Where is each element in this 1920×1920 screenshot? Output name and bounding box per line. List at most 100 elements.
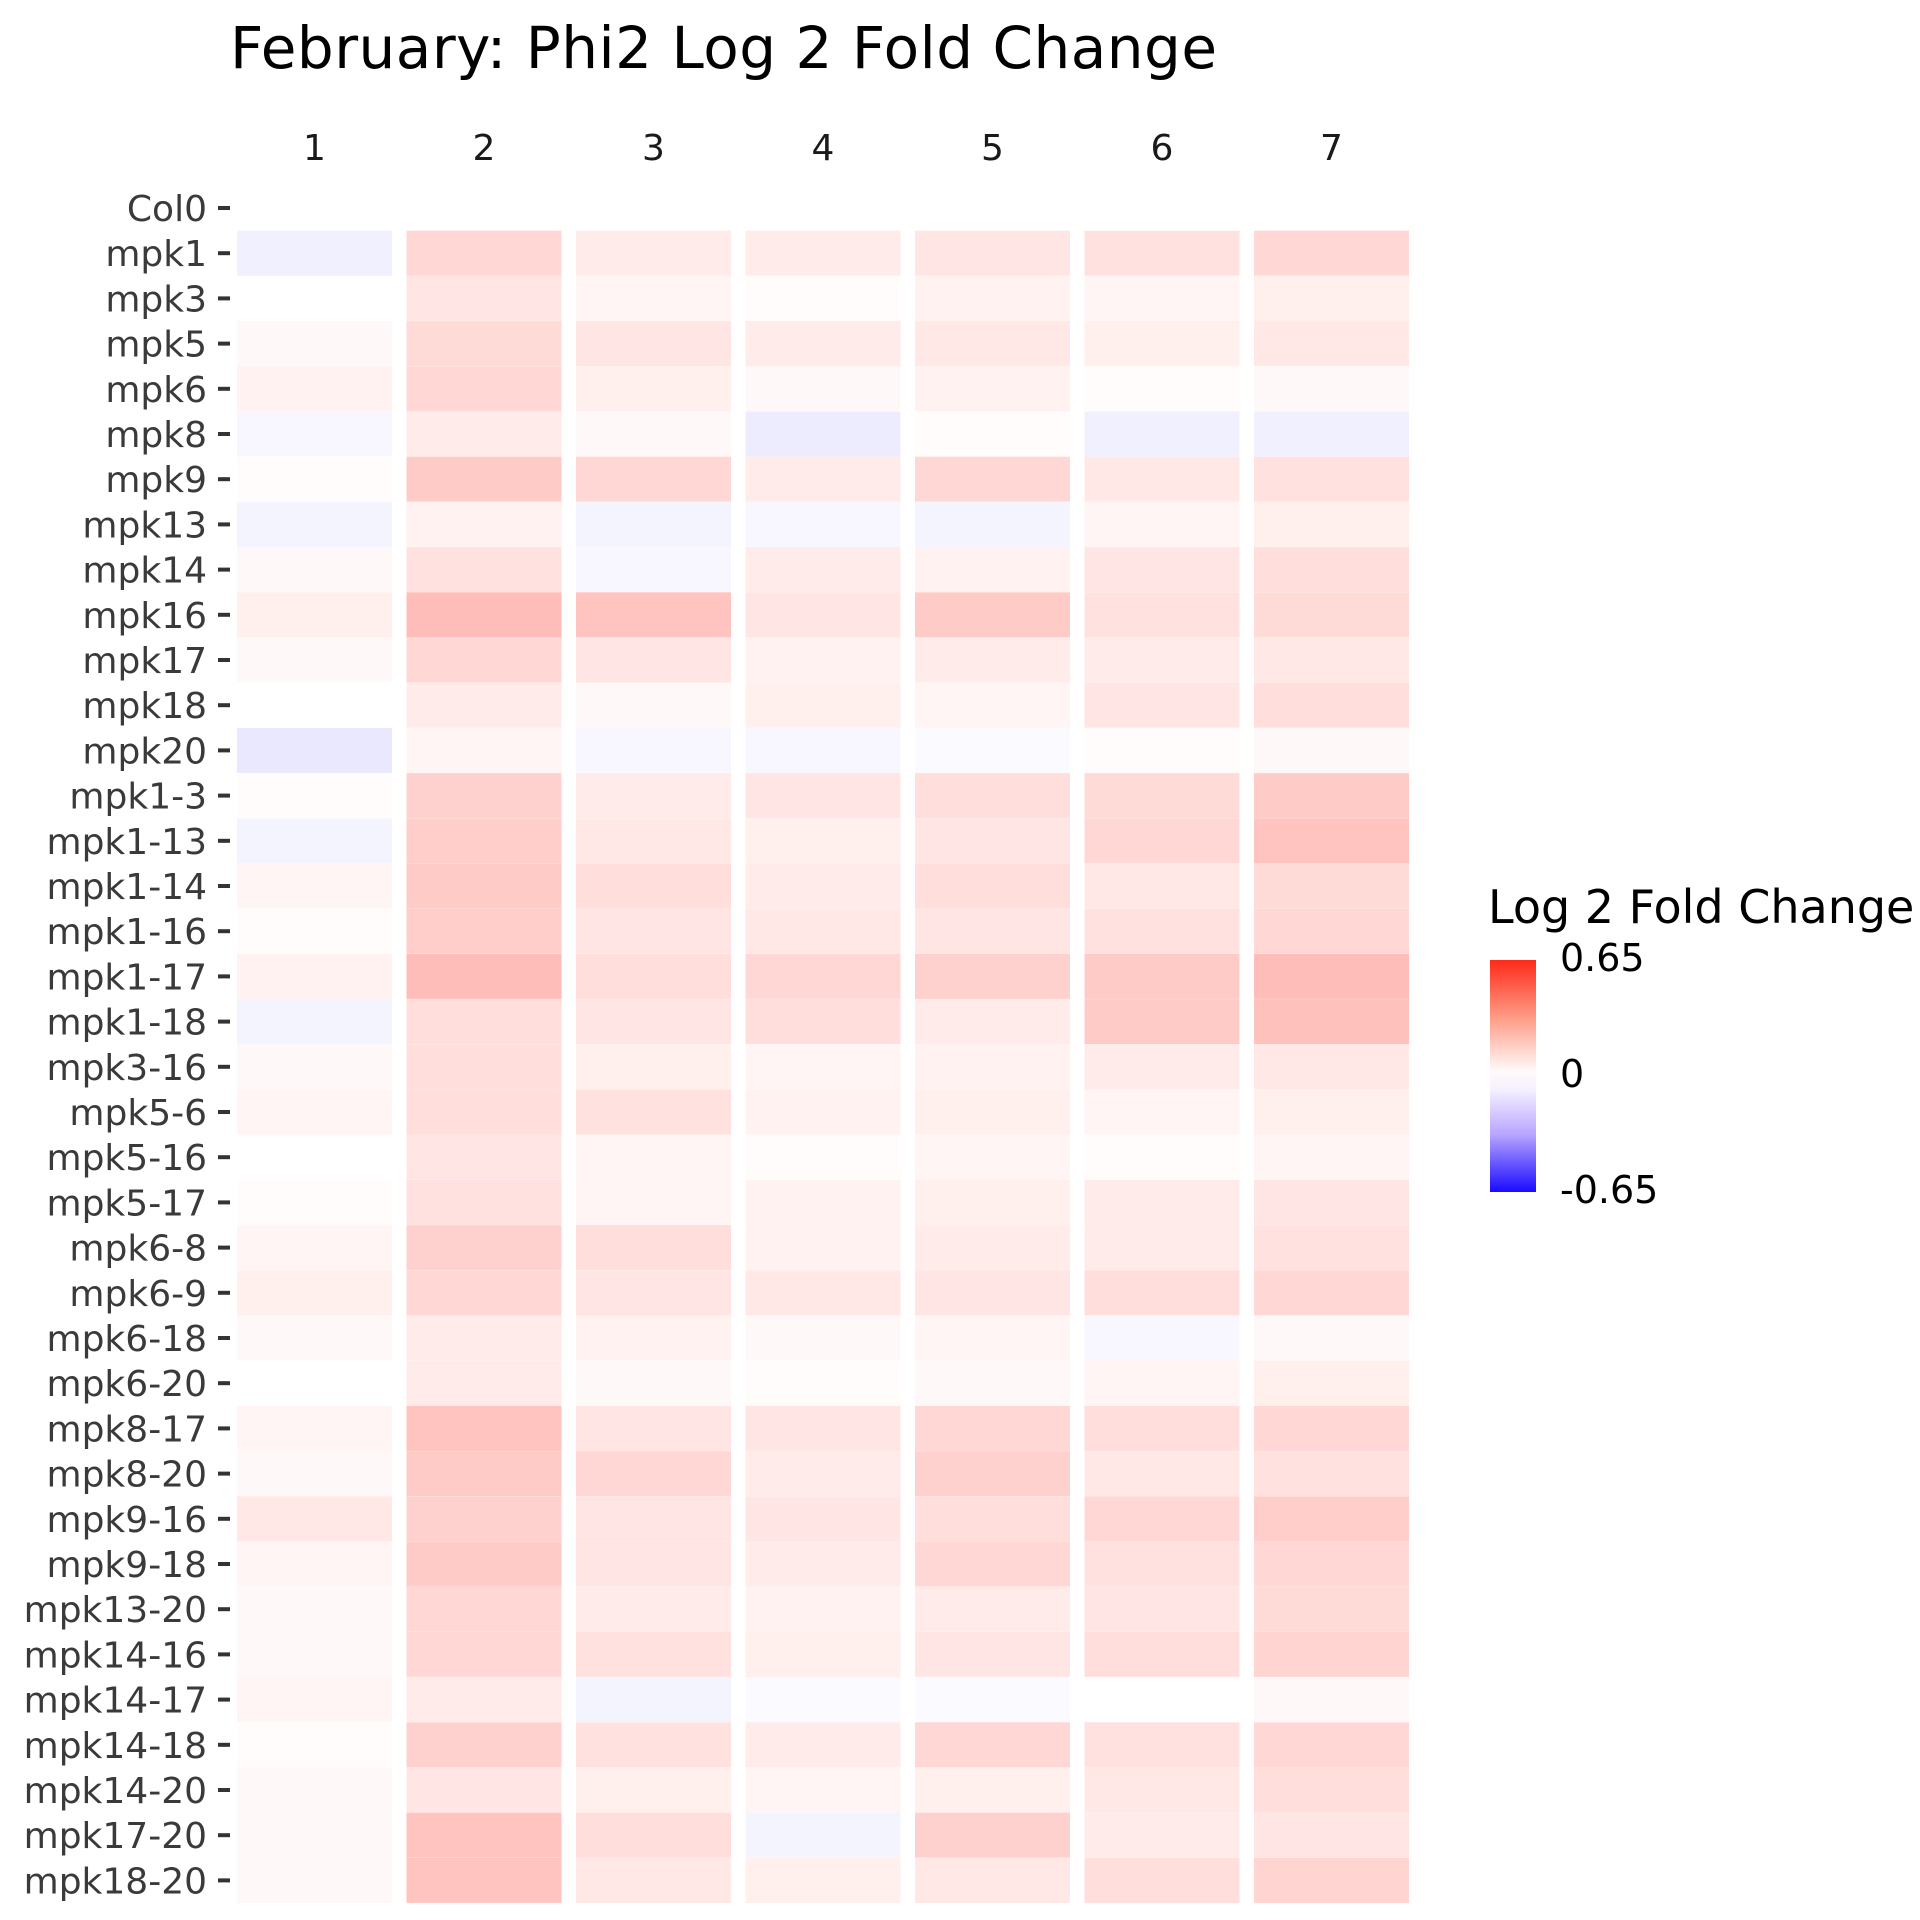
column-label: 6 [1151, 128, 1174, 169]
heatmap-cell [1084, 592, 1240, 638]
heatmap-cell [576, 1315, 731, 1361]
heatmap-cell [576, 999, 731, 1045]
heatmap-cell [237, 501, 392, 547]
heatmap-cell [745, 1315, 901, 1361]
heatmap-cell [576, 1586, 731, 1632]
heatmap-cell [406, 1451, 562, 1497]
column-label: 2 [473, 128, 496, 169]
heatmap-cell [406, 727, 562, 773]
heatmap-cell [237, 592, 392, 638]
heatmap-cell [915, 321, 1070, 367]
heatmap-cell [237, 1315, 392, 1361]
heatmap-cell [1254, 1767, 1409, 1813]
heatmap-cell [1084, 1225, 1240, 1271]
heatmap-cell [745, 1631, 901, 1677]
heatmap-cell [745, 818, 901, 864]
row-label: mpk14-16 [24, 1635, 207, 1676]
heatmap-cell [915, 592, 1070, 638]
heatmap-cell [745, 1812, 901, 1858]
heatmap-cell [745, 230, 901, 276]
heatmap-cell [1254, 1541, 1409, 1587]
heatmap-cell [576, 1270, 731, 1316]
heatmap-cell [1254, 1586, 1409, 1632]
heatmap-cell [1254, 1405, 1409, 1451]
heatmap-cell [1254, 1270, 1409, 1316]
heatmap-cell [237, 1089, 392, 1135]
heatmap-cell [406, 366, 562, 412]
heatmap-cell [576, 1179, 731, 1225]
row-label: mpk17-20 [24, 1816, 207, 1857]
heatmap-cell [1084, 1270, 1240, 1316]
heatmap-cell [1084, 1360, 1240, 1406]
heatmap-cell [237, 1586, 392, 1632]
heatmap-cell [237, 818, 392, 864]
row-label: mpk8-20 [47, 1455, 207, 1496]
heatmap-cell [237, 1360, 392, 1406]
heatmap-cell [1084, 411, 1240, 457]
heatmap-cell [915, 1767, 1070, 1813]
heatmap-cell [406, 1225, 562, 1271]
heatmap-cell [1254, 637, 1409, 683]
heatmap-cell [237, 456, 392, 502]
row-label: mpk6-9 [69, 1274, 207, 1315]
heatmap-cell [1254, 863, 1409, 909]
heatmap-cell [1084, 818, 1240, 864]
heatmap-cell [576, 1134, 731, 1180]
heatmap-cell [915, 1496, 1070, 1542]
heatmap-cell [406, 1270, 562, 1316]
heatmap-cell [1254, 818, 1409, 864]
heatmap-cell [1254, 1315, 1409, 1361]
heatmap-cell [915, 230, 1070, 276]
heatmap-cell [576, 1089, 731, 1135]
heatmap-cell [915, 727, 1070, 773]
heatmap-cell [745, 1179, 901, 1225]
heatmap-cell [237, 1496, 392, 1542]
heatmap-cell [1254, 411, 1409, 457]
heatmap-cell [406, 275, 562, 321]
heatmap-cell [237, 1270, 392, 1316]
heatmap-cell [576, 1722, 731, 1768]
heatmap-cell [237, 1767, 392, 1813]
heatmap-cell [406, 1179, 562, 1225]
heatmap-cell [745, 592, 901, 638]
heatmap-cell [406, 1857, 562, 1903]
row-label: mpk14-17 [24, 1681, 207, 1722]
heatmap-cell [1254, 1812, 1409, 1858]
heatmap-cell [576, 501, 731, 547]
heatmap-cell [915, 547, 1070, 593]
heatmap-cell [915, 863, 1070, 909]
heatmap-cell [915, 1089, 1070, 1135]
heatmap-cell [1084, 1541, 1240, 1587]
heatmap-cell [1084, 1857, 1240, 1903]
heatmap-cell [745, 727, 901, 773]
heatmap-cell [915, 999, 1070, 1045]
heatmap-cell [745, 321, 901, 367]
heatmap-cell [237, 1541, 392, 1587]
row-label: mpk5 [105, 325, 207, 366]
heatmap-cell [406, 1044, 562, 1090]
heatmap-cell [1084, 1405, 1240, 1451]
heatmap-cell [1084, 1451, 1240, 1497]
heatmap-cell [406, 1315, 562, 1361]
heatmap-cell [1254, 1677, 1409, 1723]
heatmap-cell [576, 1857, 731, 1903]
heatmap-cell [406, 1360, 562, 1406]
heatmap-cell [576, 908, 731, 954]
heatmap-cell [406, 1134, 562, 1180]
heatmap-cell [1254, 1722, 1409, 1768]
heatmap-cell [576, 1360, 731, 1406]
row-label: mpk1 [105, 234, 207, 275]
heatmap-cell [406, 863, 562, 909]
heatmap-cell [915, 1405, 1070, 1451]
heatmap-cell [576, 1405, 731, 1451]
heatmap-cell [1084, 1586, 1240, 1632]
heatmap-cell [576, 1541, 731, 1587]
heatmap-cell [745, 1089, 901, 1135]
heatmap-cell [915, 818, 1070, 864]
row-label: mpk13-20 [24, 1590, 207, 1631]
heatmap-cell [406, 1722, 562, 1768]
heatmap-cell [915, 682, 1070, 728]
heatmap-cell [915, 953, 1070, 999]
heatmap-cell [237, 366, 392, 412]
heatmap-cell [1254, 275, 1409, 321]
